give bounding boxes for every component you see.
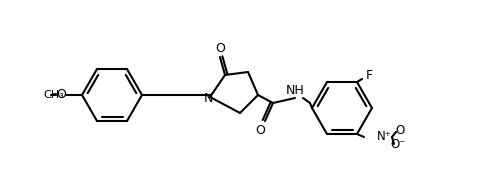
Text: O: O xyxy=(395,124,405,137)
Text: N⁺: N⁺ xyxy=(376,130,392,143)
Text: O⁻: O⁻ xyxy=(390,139,406,152)
Text: F: F xyxy=(365,68,372,81)
Text: O: O xyxy=(255,124,265,137)
Text: O: O xyxy=(56,89,66,102)
Text: NH: NH xyxy=(286,83,304,96)
Text: O: O xyxy=(215,42,225,55)
Text: CH₃: CH₃ xyxy=(43,90,64,100)
Text: N: N xyxy=(203,92,213,104)
